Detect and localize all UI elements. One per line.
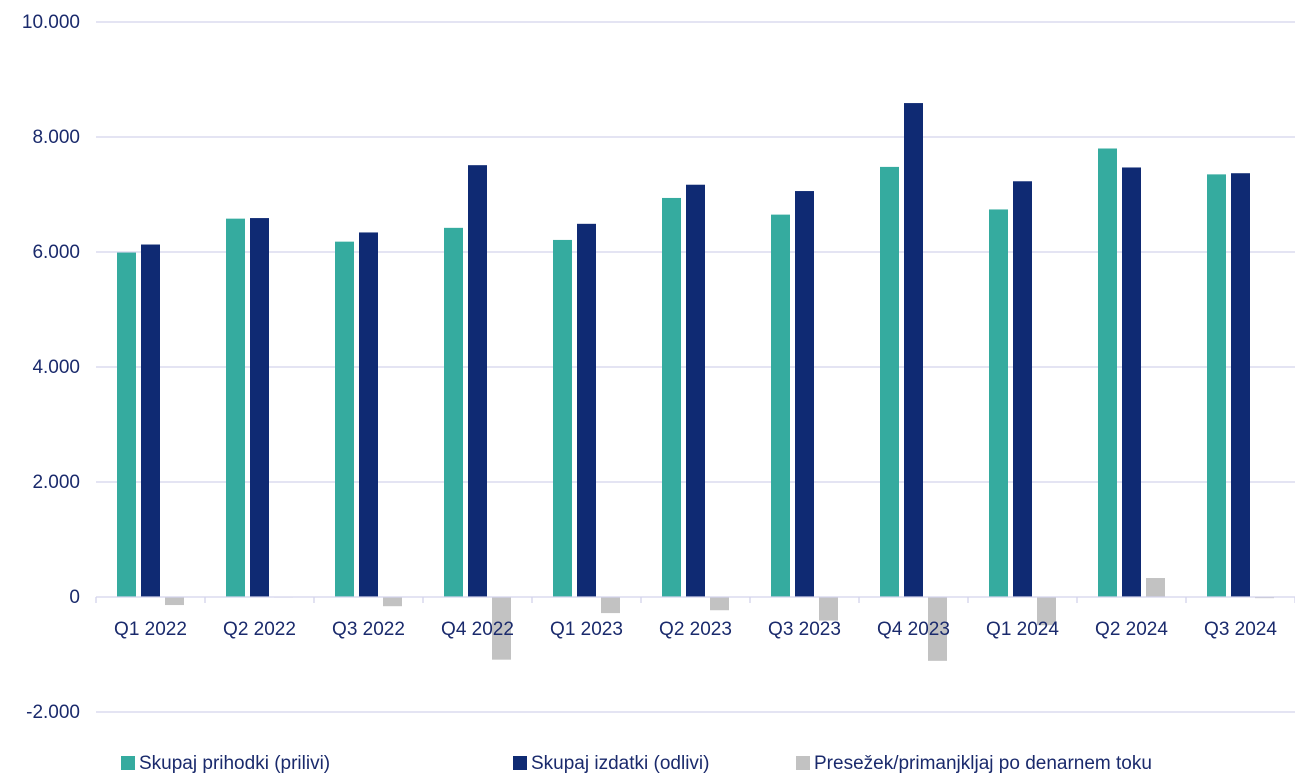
y-axis-tick-labels: -2.000 0 2.000 4.000 6.000 8.000 10.000 [22,12,80,723]
bar [117,252,136,597]
x-tick-label: Q4 2023 [877,619,950,640]
x-tick-label: Q3 2022 [332,619,405,640]
bar [444,227,463,597]
x-tick-label: Q3 2023 [768,619,841,640]
y-tick-label: 10.000 [22,12,80,33]
bar [335,241,354,597]
bar [359,232,378,597]
legend-swatch [121,756,135,770]
bar [904,103,923,597]
bar [1146,578,1165,597]
bar [383,597,402,607]
bar [1207,174,1226,597]
bar [1122,167,1141,597]
bar [819,597,838,621]
x-axis [95,596,1295,603]
x-tick-label: Q2 2024 [1095,619,1168,640]
bar [989,209,1008,597]
legend-label: Skupaj prihodki (prilivi) [139,753,330,774]
bar [662,197,681,597]
x-tick-label: Q1 2022 [114,619,187,640]
y-tick-label: 6.000 [32,242,80,263]
legend-swatch [796,756,810,770]
bar [165,597,184,606]
y-tick-label: 0 [69,587,80,608]
bar [601,597,620,614]
bar [710,597,729,611]
x-tick-label: Q3 2024 [1204,619,1277,640]
bars [117,103,1274,661]
bar [577,223,596,597]
bar [141,244,160,597]
bar [795,191,814,598]
bar [1098,148,1117,597]
x-tick-label: Q2 2023 [659,619,732,640]
bar [468,165,487,598]
bar [226,218,245,597]
bar [250,218,269,597]
legend: Skupaj prihodki (prilivi) Skupaj izdatki … [121,753,1152,774]
y-tick-label: 8.000 [32,127,80,148]
bar [1013,181,1032,597]
legend-swatch [513,756,527,770]
bar [928,597,947,661]
x-axis-tick-labels: Q1 2022 Q2 2022 Q3 2022 Q4 2022 Q1 2023 Q2 20… [114,619,1277,640]
y-tick-label: -2.000 [26,702,80,723]
bar [553,239,572,598]
bar [1231,173,1250,597]
y-tick-label: 4.000 [32,357,80,378]
legend-label: Skupaj izdatki (odlivi) [531,753,709,774]
bar [1037,597,1056,626]
x-tick-label: Q1 2023 [550,619,623,640]
x-tick-label: Q4 2022 [441,619,514,640]
bar [771,214,790,597]
y-tick-label: 2.000 [32,472,80,493]
bar [686,184,705,597]
bar [880,166,899,597]
x-tick-label: Q2 2022 [223,619,296,640]
x-tick-label: Q1 2024 [986,619,1059,640]
legend-label: Presežek/primanjkljaj po denarnem toku [814,753,1152,774]
bar [492,597,511,660]
